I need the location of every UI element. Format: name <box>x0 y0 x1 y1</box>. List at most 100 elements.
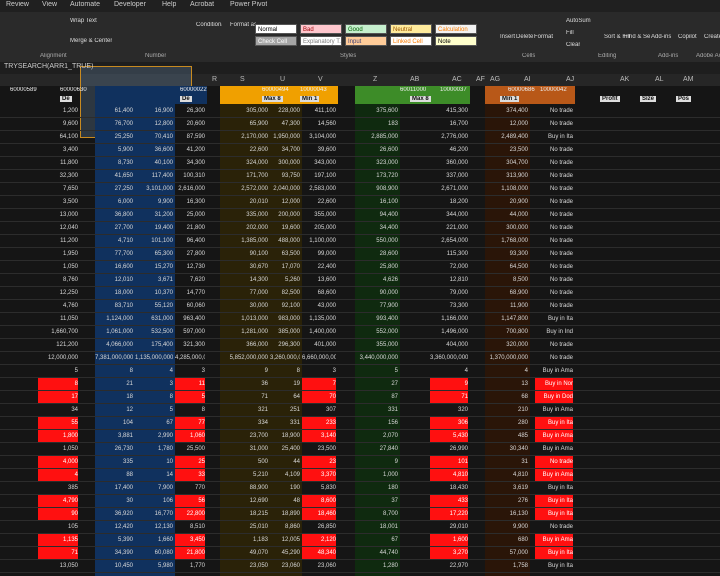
cell-style[interactable]: Normal <box>255 24 297 34</box>
ribbon-tab[interactable]: Help <box>162 1 177 8</box>
ribbon-button[interactable]: Clear <box>566 42 581 48</box>
cell: 6,000 <box>117 199 133 205</box>
header-label[interactable]: Min 1 <box>500 96 520 102</box>
ribbon-button[interactable]: Sort & Filter <box>604 34 630 40</box>
cell: 17,220 <box>430 508 468 520</box>
cell: 2,654,000 <box>441 238 468 244</box>
cell: 8,860 <box>284 524 300 530</box>
header-label[interactable]: De <box>60 96 72 102</box>
cell: 20,600 <box>186 121 205 127</box>
cell: 1,135 <box>38 534 78 546</box>
cell: 117,400 <box>151 173 173 179</box>
cell: 11,050 <box>60 316 78 322</box>
cell: 57,000 <box>509 550 528 556</box>
cell: 18,900 <box>281 433 300 439</box>
cell: 233 <box>302 417 336 429</box>
header-label[interactable]: De <box>180 96 192 102</box>
cell: 3,881 <box>117 433 133 439</box>
cell: 1,770 <box>189 563 205 569</box>
cell: 313,900 <box>506 173 528 179</box>
cell: 39,600 <box>317 147 336 153</box>
cell: 4,810 <box>430 469 468 481</box>
ribbon-button[interactable]: Create a PDF <box>704 34 720 40</box>
cell-style[interactable]: Neutral <box>390 24 432 34</box>
header-label[interactable]: Min 1 <box>300 96 320 102</box>
ribbon-button[interactable]: Find & Select <box>624 34 650 40</box>
ribbon-button[interactable]: Delete <box>516 34 534 40</box>
ribbon-button[interactable]: Copilot <box>678 34 697 40</box>
cell: 14 <box>166 472 173 478</box>
cell: 29,010 <box>449 524 468 530</box>
cell-style[interactable]: Check Cell <box>255 36 297 46</box>
ribbon-tab[interactable]: Power Pivot <box>230 1 268 8</box>
column-letter: AG <box>490 76 501 83</box>
cell: 3,370 <box>302 469 336 481</box>
cell: Buy in Ama <box>542 368 573 374</box>
cell: 68,600 <box>317 290 336 296</box>
ribbon-button[interactable]: Format as Table <box>230 22 256 28</box>
ribbon-button[interactable]: Insert <box>500 34 516 40</box>
cell-style[interactable]: Bad <box>300 24 342 34</box>
cell: 3,101,000 <box>146 186 173 192</box>
header-label[interactable]: Max 8 <box>410 96 431 102</box>
cell: 9 <box>394 459 398 465</box>
ribbon-button[interactable]: Conditional Formatting <box>196 22 222 28</box>
cell-style[interactable]: Explanatory T... <box>300 36 342 46</box>
header-label[interactable]: Max 8 <box>262 96 283 102</box>
row-line <box>0 546 720 547</box>
row-line <box>0 455 720 456</box>
ribbon-button[interactable]: Fill <box>566 30 574 36</box>
row-line <box>0 260 720 261</box>
ribbon-tab[interactable]: View <box>42 1 58 8</box>
ribbon-button[interactable]: Merge & Center <box>70 38 113 44</box>
cell: 18,890 <box>281 511 300 517</box>
cell: 3 <box>169 381 173 387</box>
cell: 10 <box>166 459 173 465</box>
ribbon-button[interactable]: Add-ins <box>651 34 672 40</box>
cell: 77,000 <box>249 290 268 296</box>
cell: 1,061,000 <box>106 329 133 335</box>
cell: No trade <box>549 277 573 283</box>
cell: 16,900 <box>154 108 173 114</box>
ribbon-button[interactable]: Wrap Text <box>70 18 97 24</box>
cell: 23,500 <box>317 446 336 452</box>
ribbon-tab[interactable]: Acrobat <box>190 1 215 8</box>
header-label[interactable]: Size <box>640 96 657 102</box>
cell: 65,300 <box>154 251 173 257</box>
cell: 1,950,000 <box>273 134 300 140</box>
cell: 14,560 <box>317 121 336 127</box>
cell: No trade <box>549 355 573 361</box>
header-id: 60000022 <box>180 87 207 93</box>
cell: 3,500 <box>62 199 78 205</box>
cell: No trade <box>549 303 573 309</box>
cell-style[interactable]: Good <box>345 24 387 34</box>
cell: 64,100 <box>59 134 78 140</box>
cell: 485 <box>517 433 528 439</box>
cell-style[interactable]: Input <box>345 36 387 46</box>
ribbon-tab[interactable]: Review <box>6 1 29 8</box>
cell-style[interactable]: Calculation <box>435 24 477 34</box>
cell: 16,700 <box>449 121 468 127</box>
cell-style[interactable]: Note <box>435 36 477 46</box>
cell: 433 <box>430 495 468 507</box>
cell: 908,900 <box>376 186 398 192</box>
cell: 7,620 <box>189 277 205 283</box>
cell: 36 <box>261 381 268 387</box>
cell: 4,000 <box>38 456 78 468</box>
cell: 121,200 <box>56 342 78 348</box>
cell: 18,000 <box>114 290 133 296</box>
ribbon-tab[interactable]: Developer <box>114 1 146 8</box>
ribbon-button[interactable]: AutoSum <box>566 18 591 24</box>
cell: 180 <box>387 485 398 491</box>
header-label[interactable]: Pos <box>676 96 692 102</box>
cell: 30,670 <box>249 264 268 270</box>
ribbon-tab[interactable]: Automate <box>70 1 100 8</box>
cell: 26,600 <box>379 147 398 153</box>
cell: 183 <box>387 121 398 127</box>
ribbon-button[interactable]: Format <box>534 34 554 40</box>
cell: 360,000 <box>446 160 468 166</box>
cell: 1,124,000 <box>106 316 133 322</box>
cell-style[interactable]: Linked Cell <box>390 36 432 46</box>
header-label[interactable]: Profit <box>600 96 620 102</box>
cell: 305,000 <box>246 108 268 114</box>
